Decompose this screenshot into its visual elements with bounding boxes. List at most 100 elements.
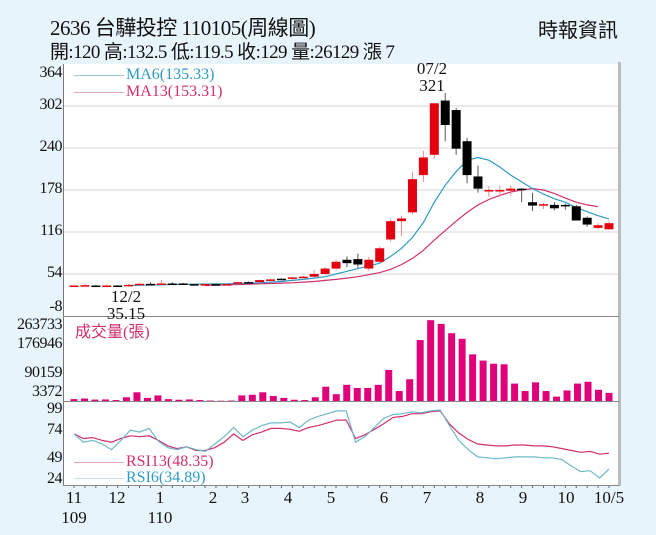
ohlc-summary: 開:120 高:132.5 低:119.5 收:129 量:26129 漲 7: [50, 42, 395, 63]
candle-body: [429, 103, 439, 155]
candle-body: [582, 217, 592, 225]
x-tick-label: 8: [475, 488, 485, 507]
candle-body: [506, 188, 516, 191]
volume-bar: [385, 369, 393, 401]
volume-bar: [532, 382, 540, 401]
candle-body: [69, 285, 79, 288]
volume-bar: [584, 381, 592, 401]
volume-tick-label: 3372: [32, 383, 63, 400]
x-tick-label: 1: [155, 488, 165, 507]
source-label: 時報資訊: [538, 20, 618, 42]
volume-bar: [574, 383, 582, 401]
legend-rsi13-swatch: [74, 461, 124, 463]
y-tick-label: -8: [49, 298, 63, 315]
x-tick-label: 10/5: [593, 488, 625, 507]
y-tick-label: 302: [39, 96, 63, 113]
legend-ma6: MA6(135.33): [74, 66, 214, 84]
y-tick-label: 178: [39, 180, 63, 197]
candle-body: [538, 204, 548, 206]
candle-body: [517, 188, 527, 191]
y-tick-label: 116: [40, 222, 62, 239]
volume-bar: [448, 333, 456, 401]
volume-bar: [280, 397, 288, 401]
volume-bar: [91, 399, 99, 401]
candle-body: [80, 285, 90, 287]
legend-ma6-swatch: [74, 74, 124, 76]
x-tick-label: 9: [518, 488, 528, 507]
candle-body: [342, 259, 352, 264]
volume-bar: [364, 387, 372, 401]
y-tick-label: 54: [47, 264, 63, 281]
high-value: 321: [419, 76, 445, 95]
legend-ma13-label: MA13(153.31): [126, 83, 223, 100]
candle-body: [440, 100, 450, 125]
volume-bar: [143, 397, 151, 401]
panel-divider: [63, 401, 619, 402]
candle-body: [397, 218, 407, 222]
volume-bar: [290, 399, 298, 401]
volume-bar: [595, 389, 603, 401]
volume-bar: [521, 391, 529, 401]
candle-body: [287, 277, 297, 279]
volume-bar: [70, 399, 78, 401]
candle-body: [200, 284, 210, 286]
volume-bar: [133, 392, 141, 401]
right-frame: [618, 62, 621, 486]
volume-bar: [469, 354, 477, 401]
rsi13-line: [73, 410, 610, 455]
candle-body: [495, 190, 505, 192]
legend-rsi13: RSI13(48.35): [74, 453, 214, 471]
volume-bar: [353, 387, 361, 401]
volume-title: 成交量(張): [75, 324, 150, 341]
volume-bar: [238, 395, 246, 401]
candle-body: [156, 283, 166, 285]
volume-bar: [322, 386, 330, 401]
low-annotation: 12/2 35.15: [107, 288, 145, 322]
volume-bar: [437, 323, 445, 401]
candle-body: [407, 179, 417, 213]
rsi-tick-label: 74: [47, 421, 63, 438]
volume-bar: [332, 394, 340, 401]
ma13-line: [204, 187, 599, 287]
high-annotation: 07/2 321: [417, 60, 447, 94]
legend-ma13: MA13(153.31): [74, 83, 222, 101]
candle-body: [353, 259, 363, 265]
volume-bar: [164, 399, 172, 401]
x-tick-label: 2: [208, 488, 218, 507]
volume-tick-label: 90159: [24, 364, 63, 381]
volume-bar: [406, 379, 414, 401]
legend-ma13-swatch: [74, 91, 124, 93]
volume-bar: [479, 360, 487, 401]
candle-body: [418, 157, 428, 176]
rsi-tick-label: 99: [47, 400, 63, 417]
candle-body: [604, 223, 614, 230]
candle-body: [189, 284, 199, 286]
rsi-tick-label: 49: [47, 449, 63, 466]
candle-body: [528, 202, 538, 206]
volume-bar: [80, 398, 88, 401]
candle-body: [364, 259, 374, 269]
legend-rsi6-label: RSI6(34.89): [126, 469, 206, 486]
candle-body: [593, 225, 603, 228]
volume-bar: [101, 399, 109, 401]
rsi-tick-label: 24: [47, 470, 63, 487]
candle-body: [473, 176, 483, 189]
candle-body: [222, 284, 232, 286]
x-tick-label: 11: [65, 488, 83, 507]
candle-body: [124, 284, 134, 287]
volume-bar: [427, 320, 435, 401]
x-tick-label: 12: [108, 488, 126, 507]
volume-bar: [563, 390, 571, 401]
rsi-panel: [64, 402, 618, 485]
x-tick-label: 3: [240, 488, 250, 507]
candle-body: [113, 285, 123, 288]
volume-bar: [343, 384, 351, 401]
candle-body: [320, 268, 330, 274]
volume-bar: [374, 384, 382, 401]
candle-body: [244, 282, 254, 284]
candle-body: [484, 190, 494, 192]
low-date: 12/2: [110, 287, 142, 306]
high-date: 07/2: [416, 59, 448, 78]
